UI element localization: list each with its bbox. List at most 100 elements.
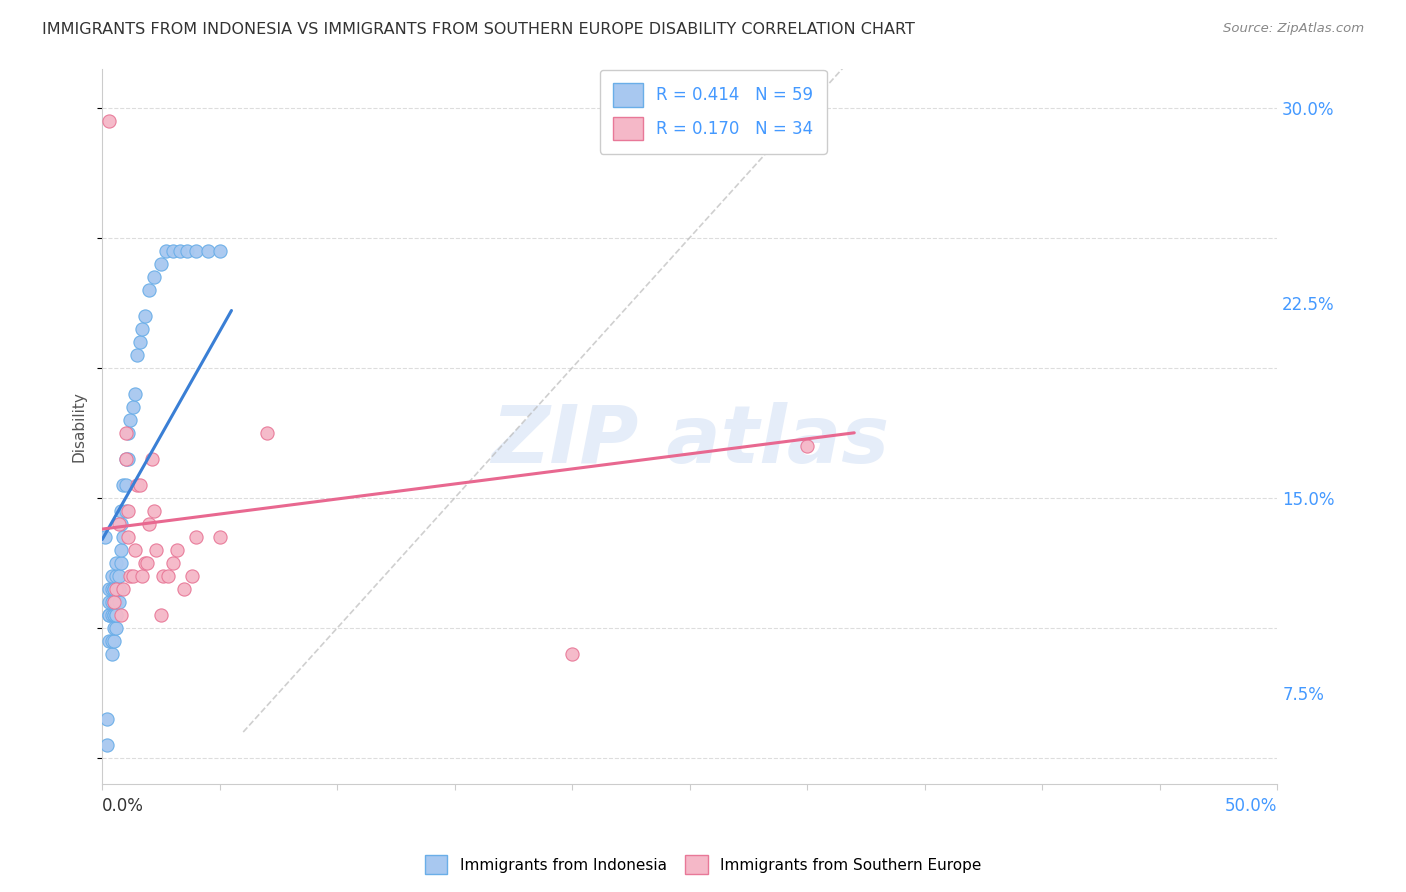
Point bbox=[107, 595, 129, 609]
Point bbox=[110, 607, 132, 622]
Point bbox=[152, 569, 174, 583]
Point bbox=[107, 516, 129, 531]
Point bbox=[110, 516, 132, 531]
Point bbox=[107, 569, 129, 583]
Point bbox=[100, 607, 122, 622]
Point bbox=[561, 647, 583, 661]
Point bbox=[180, 569, 202, 583]
Point bbox=[127, 478, 149, 492]
Point bbox=[98, 582, 121, 596]
Point bbox=[186, 244, 208, 258]
Point bbox=[105, 607, 128, 622]
Point bbox=[112, 478, 135, 492]
Point bbox=[169, 244, 191, 258]
Point bbox=[110, 542, 132, 557]
Text: IMMIGRANTS FROM INDONESIA VS IMMIGRANTS FROM SOUTHERN EUROPE DISABILITY CORRELAT: IMMIGRANTS FROM INDONESIA VS IMMIGRANTS … bbox=[42, 22, 915, 37]
Point bbox=[121, 569, 143, 583]
Point bbox=[98, 607, 121, 622]
Point bbox=[105, 607, 128, 622]
Point bbox=[98, 607, 121, 622]
Point bbox=[145, 542, 167, 557]
Point bbox=[112, 530, 135, 544]
Point bbox=[149, 257, 172, 271]
Point bbox=[96, 712, 118, 726]
Point bbox=[135, 556, 157, 570]
Point bbox=[103, 607, 125, 622]
Point bbox=[124, 386, 146, 401]
Point bbox=[186, 530, 208, 544]
Point bbox=[114, 504, 136, 518]
Text: 0.0%: 0.0% bbox=[103, 797, 143, 815]
Point bbox=[138, 516, 160, 531]
Point bbox=[796, 439, 818, 453]
Point bbox=[100, 569, 122, 583]
Text: 50.0%: 50.0% bbox=[1225, 797, 1277, 815]
Point bbox=[166, 542, 188, 557]
Point bbox=[142, 504, 165, 518]
Point bbox=[100, 595, 122, 609]
Point bbox=[103, 582, 125, 596]
Point bbox=[107, 582, 129, 596]
Point bbox=[141, 451, 163, 466]
Point bbox=[208, 530, 231, 544]
Point bbox=[107, 582, 129, 596]
Point bbox=[98, 634, 121, 648]
Point bbox=[100, 582, 122, 596]
Point bbox=[134, 556, 156, 570]
Point bbox=[93, 530, 115, 544]
Point bbox=[103, 582, 125, 596]
Point bbox=[128, 334, 150, 349]
Point bbox=[208, 244, 231, 258]
Point bbox=[131, 569, 153, 583]
Point bbox=[173, 582, 195, 596]
Point bbox=[117, 425, 139, 440]
Point bbox=[110, 504, 132, 518]
Point bbox=[127, 348, 149, 362]
Point bbox=[120, 413, 142, 427]
Point bbox=[124, 542, 146, 557]
Point bbox=[103, 621, 125, 635]
Y-axis label: Disability: Disability bbox=[72, 391, 86, 462]
Point bbox=[256, 425, 278, 440]
Point bbox=[98, 113, 121, 128]
Point bbox=[114, 425, 136, 440]
Point bbox=[114, 451, 136, 466]
Point bbox=[131, 322, 153, 336]
Point bbox=[103, 607, 125, 622]
Point bbox=[105, 556, 128, 570]
Point bbox=[162, 556, 184, 570]
Point bbox=[100, 634, 122, 648]
Point bbox=[120, 569, 142, 583]
Point bbox=[156, 569, 179, 583]
Point bbox=[162, 244, 184, 258]
Point bbox=[142, 269, 165, 284]
Point bbox=[134, 309, 156, 323]
Point bbox=[128, 478, 150, 492]
Point bbox=[155, 244, 177, 258]
Text: Source: ZipAtlas.com: Source: ZipAtlas.com bbox=[1223, 22, 1364, 36]
Point bbox=[117, 504, 139, 518]
Point bbox=[105, 582, 128, 596]
Point bbox=[103, 634, 125, 648]
Point bbox=[96, 738, 118, 752]
Point bbox=[176, 244, 198, 258]
Legend: R = 0.414   N = 59, R = 0.170   N = 34: R = 0.414 N = 59, R = 0.170 N = 34 bbox=[600, 70, 827, 153]
Point bbox=[103, 595, 125, 609]
Point bbox=[149, 607, 172, 622]
Point bbox=[117, 451, 139, 466]
Legend: Immigrants from Indonesia, Immigrants from Southern Europe: Immigrants from Indonesia, Immigrants fr… bbox=[419, 849, 987, 880]
Point bbox=[117, 530, 139, 544]
Point bbox=[114, 451, 136, 466]
Point bbox=[98, 595, 121, 609]
Point bbox=[105, 595, 128, 609]
Point bbox=[197, 244, 219, 258]
Point bbox=[105, 569, 128, 583]
Point bbox=[114, 478, 136, 492]
Point bbox=[121, 400, 143, 414]
Point bbox=[105, 621, 128, 635]
Text: ZIP atlas: ZIP atlas bbox=[491, 401, 889, 480]
Point bbox=[103, 595, 125, 609]
Point bbox=[110, 556, 132, 570]
Point bbox=[112, 582, 135, 596]
Point bbox=[138, 283, 160, 297]
